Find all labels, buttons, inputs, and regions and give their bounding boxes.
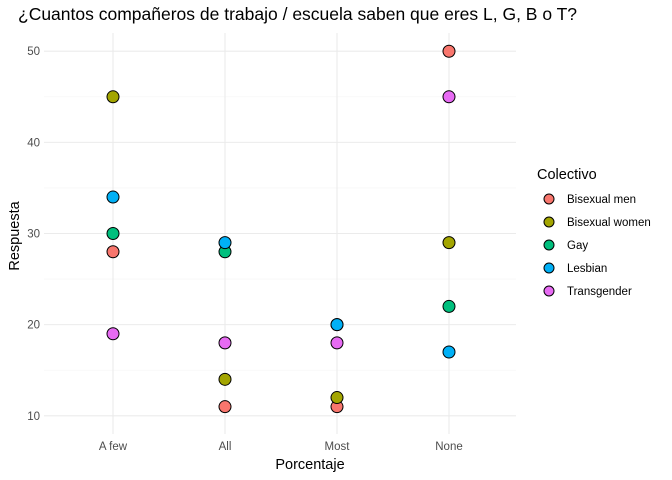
- legend-label: Transgender: [567, 286, 632, 298]
- y-tick-label: 30: [27, 229, 40, 241]
- x-tick-label: None: [435, 441, 463, 453]
- y-axis-title: Respuesta: [7, 200, 23, 270]
- data-point: [442, 345, 456, 359]
- legend-title: Colectivo: [537, 167, 597, 183]
- legend-label: Bisexual men: [567, 194, 636, 206]
- data-point: [218, 236, 232, 250]
- data-point: [106, 90, 120, 104]
- data-point: [442, 236, 456, 250]
- data-point: [330, 318, 344, 332]
- data-point: [218, 400, 232, 414]
- x-tick-label: A few: [99, 441, 128, 453]
- x-axis-title: Porcentaje: [275, 457, 344, 473]
- y-axis-ticks: 10 20 30 40 50: [27, 46, 40, 423]
- data-point: [330, 391, 344, 405]
- data-point: [106, 327, 120, 341]
- x-axis-ticks: A few All Most None: [99, 441, 463, 453]
- y-tick-label: 20: [27, 320, 40, 332]
- legend-label: Lesbian: [567, 263, 607, 275]
- data-point: [106, 227, 120, 240]
- legend: Colectivo Bisexual men Bisexual women Gay L…: [537, 167, 651, 298]
- legend-key: [543, 285, 555, 297]
- data-point: [442, 299, 456, 313]
- data-point: [442, 90, 456, 104]
- y-tick-label: 10: [27, 411, 40, 423]
- data-point: [218, 372, 232, 386]
- data-point: [442, 44, 456, 58]
- legend-key: [543, 239, 555, 251]
- legend-key: [543, 262, 555, 274]
- chart-title: ¿Cuantos compañeros de trabajo / escuela…: [18, 4, 577, 24]
- legend-key: [543, 216, 555, 228]
- legend-label: Gay: [567, 240, 588, 252]
- data-points: [106, 44, 456, 414]
- y-tick-label: 40: [27, 137, 40, 149]
- legend-key: [543, 193, 555, 205]
- data-point: [106, 190, 120, 204]
- data-point: [218, 336, 232, 350]
- x-tick-label: Most: [325, 441, 351, 453]
- legend-label: Bisexual women: [567, 217, 651, 229]
- data-point: [106, 245, 120, 259]
- y-tick-label: 50: [27, 46, 40, 58]
- x-tick-label: All: [219, 441, 232, 453]
- data-point: [330, 336, 344, 350]
- plot-grid: [44, 33, 516, 434]
